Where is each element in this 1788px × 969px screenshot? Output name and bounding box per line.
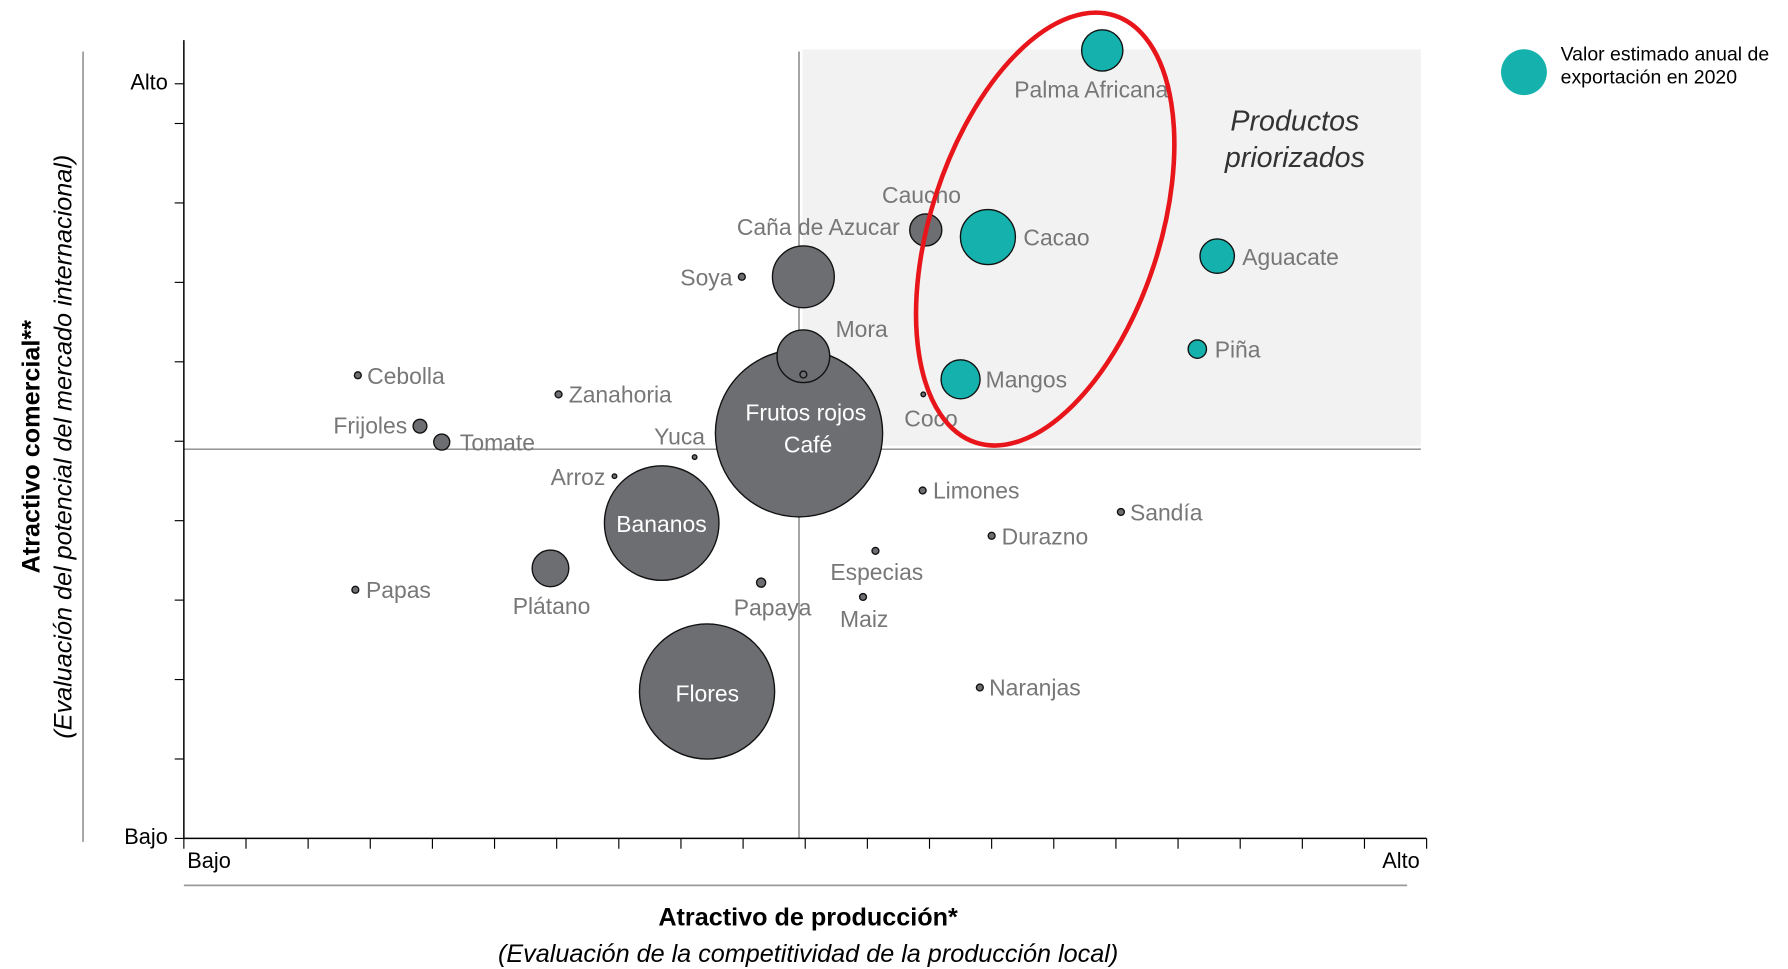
point-label: Arroz bbox=[551, 464, 606, 490]
bubble bbox=[987, 531, 996, 540]
bubble bbox=[353, 371, 362, 380]
point-label: Tomate bbox=[460, 429, 535, 455]
y-axis-subtitle: (Evaluación del potencial del mercado in… bbox=[49, 155, 77, 739]
point-label: Palma Africana bbox=[1014, 77, 1168, 103]
bubble bbox=[776, 329, 831, 384]
point-label: Caña de Azucar bbox=[737, 214, 900, 240]
bubble bbox=[554, 390, 563, 399]
point-label: Caucho bbox=[882, 182, 961, 208]
x-tick-label: Bajo bbox=[187, 848, 231, 873]
bubble bbox=[1080, 29, 1124, 72]
point-label: Yuca bbox=[654, 424, 705, 450]
legend-swatch bbox=[1501, 49, 1547, 96]
bubble bbox=[603, 465, 720, 582]
point-label: Sandía bbox=[1130, 499, 1203, 525]
point-label: Aguacate bbox=[1242, 244, 1339, 270]
bubble bbox=[920, 391, 927, 398]
bubble bbox=[638, 623, 776, 760]
x-tick-label: Alto bbox=[1382, 848, 1419, 873]
point-label: Frijoles bbox=[333, 412, 407, 438]
point-label: Café bbox=[784, 432, 832, 458]
bubble bbox=[940, 359, 981, 400]
bubble bbox=[351, 585, 360, 594]
y-tick-label: Bajo bbox=[124, 824, 168, 849]
y-axis-title: Atractivo comercial** bbox=[17, 320, 45, 574]
bubble bbox=[918, 486, 927, 495]
legend-box: Valor estimado anual de exportación en 2… bbox=[1560, 43, 1770, 89]
point-label: Durazno bbox=[1002, 523, 1089, 549]
point-label: Piña bbox=[1215, 337, 1261, 363]
point-label: Limones bbox=[933, 478, 1020, 504]
point-label: Maiz bbox=[840, 606, 888, 632]
bubble bbox=[1199, 238, 1236, 275]
priority-quadrant bbox=[802, 49, 1421, 446]
bubble bbox=[1187, 339, 1208, 359]
point-label: Mora bbox=[836, 316, 888, 342]
legend-label: Valor estimado anual de exportación en 2… bbox=[1560, 43, 1770, 89]
point-label: Cebolla bbox=[367, 363, 445, 389]
bubble bbox=[1116, 507, 1126, 517]
point-label: Soya bbox=[680, 265, 732, 291]
bubble bbox=[531, 549, 570, 588]
bubble bbox=[858, 592, 868, 602]
bubble bbox=[755, 577, 767, 588]
bubble bbox=[412, 418, 428, 434]
annotation-box: Productos priorizados bbox=[1224, 105, 1365, 175]
bubble bbox=[691, 454, 698, 461]
point-label: Frutos rojos bbox=[745, 400, 866, 426]
point-label: Plátano bbox=[513, 593, 591, 619]
y-tick-label: Alto bbox=[130, 70, 167, 95]
point-label: Especias bbox=[830, 559, 923, 585]
point-label: Bananos bbox=[616, 511, 706, 537]
bubble bbox=[771, 245, 835, 309]
bubble bbox=[871, 546, 880, 555]
point-label: Flores bbox=[675, 680, 739, 706]
bubble bbox=[959, 208, 1017, 266]
point-label: Cacao bbox=[1023, 224, 1089, 250]
point-label: Naranjas bbox=[989, 675, 1081, 701]
annotation: Productos priorizados bbox=[1224, 105, 1365, 175]
bubble bbox=[433, 433, 451, 451]
point-label: Papaya bbox=[734, 594, 812, 620]
bubble bbox=[975, 683, 984, 692]
bubble bbox=[611, 473, 618, 480]
bubble bbox=[799, 370, 808, 379]
bubble bbox=[737, 272, 746, 281]
highlight-ellipse bbox=[913, 10, 1177, 448]
point-label: Mangos bbox=[986, 366, 1067, 392]
point-label: Papas bbox=[366, 577, 431, 603]
x-axis-subtitle: (Evaluación de la competitividad de la p… bbox=[498, 940, 1118, 968]
point-label: Zanahoria bbox=[569, 381, 672, 407]
x-axis-title: Atractivo de producción* bbox=[658, 903, 958, 931]
